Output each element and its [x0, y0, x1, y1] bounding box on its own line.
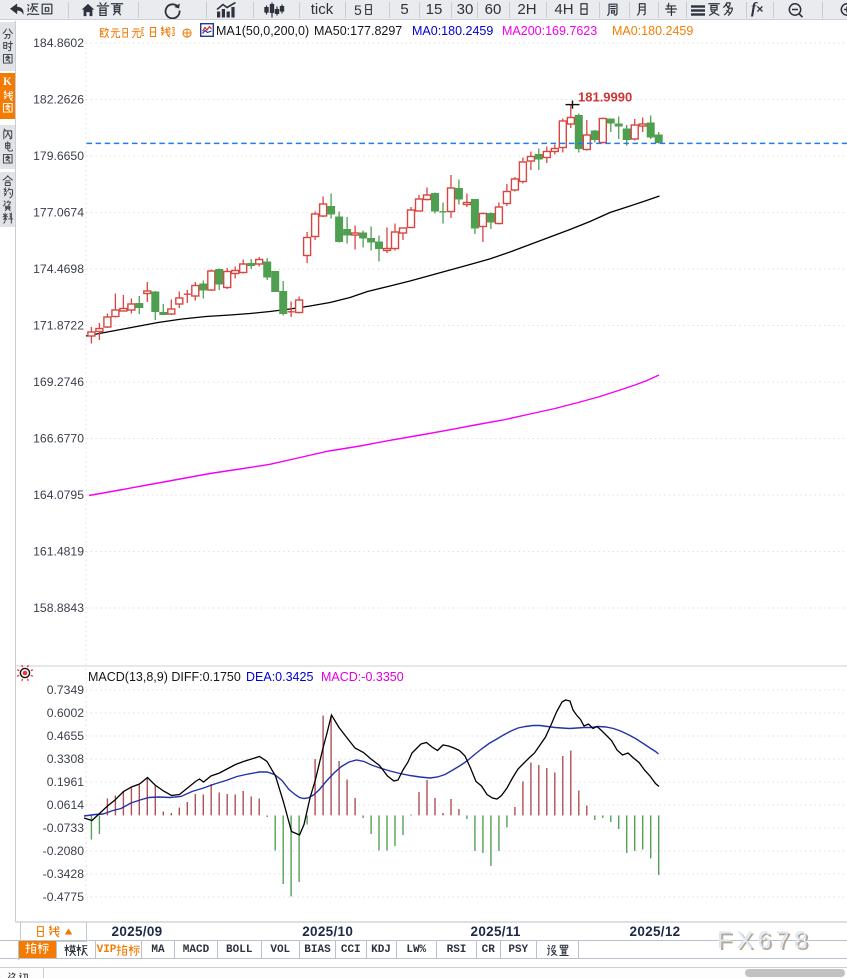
svg-text:171.8722: 171.8722: [33, 319, 84, 333]
svg-text:-0.2080: -0.2080: [43, 844, 85, 858]
svg-text:0.0614: 0.0614: [47, 798, 84, 812]
svg-text:0.1961: 0.1961: [47, 775, 84, 789]
svg-text:181.9990: 181.9990: [578, 90, 632, 105]
svg-text:158.8843: 158.8843: [33, 601, 84, 615]
svg-text:174.4698: 174.4698: [33, 262, 84, 276]
svg-text:0.4655: 0.4655: [47, 729, 84, 743]
svg-text:164.0795: 164.0795: [33, 488, 84, 502]
svg-text:0.7349: 0.7349: [47, 683, 84, 697]
svg-text:161.4819: 161.4819: [33, 545, 84, 559]
svg-text:166.6770: 166.6770: [33, 432, 84, 446]
svg-text:-0.4775: -0.4775: [43, 890, 85, 904]
svg-text:-0.3428: -0.3428: [43, 867, 85, 881]
svg-text:179.6650: 179.6650: [33, 149, 84, 163]
svg-text:0.3308: 0.3308: [47, 752, 84, 766]
svg-text:169.2746: 169.2746: [33, 375, 84, 389]
svg-text:182.2626: 182.2626: [33, 93, 84, 107]
svg-text:177.0674: 177.0674: [33, 206, 84, 220]
svg-text:184.8602: 184.8602: [33, 36, 84, 50]
svg-text:0.6002: 0.6002: [47, 706, 84, 720]
svg-text:-0.0733: -0.0733: [43, 821, 85, 835]
